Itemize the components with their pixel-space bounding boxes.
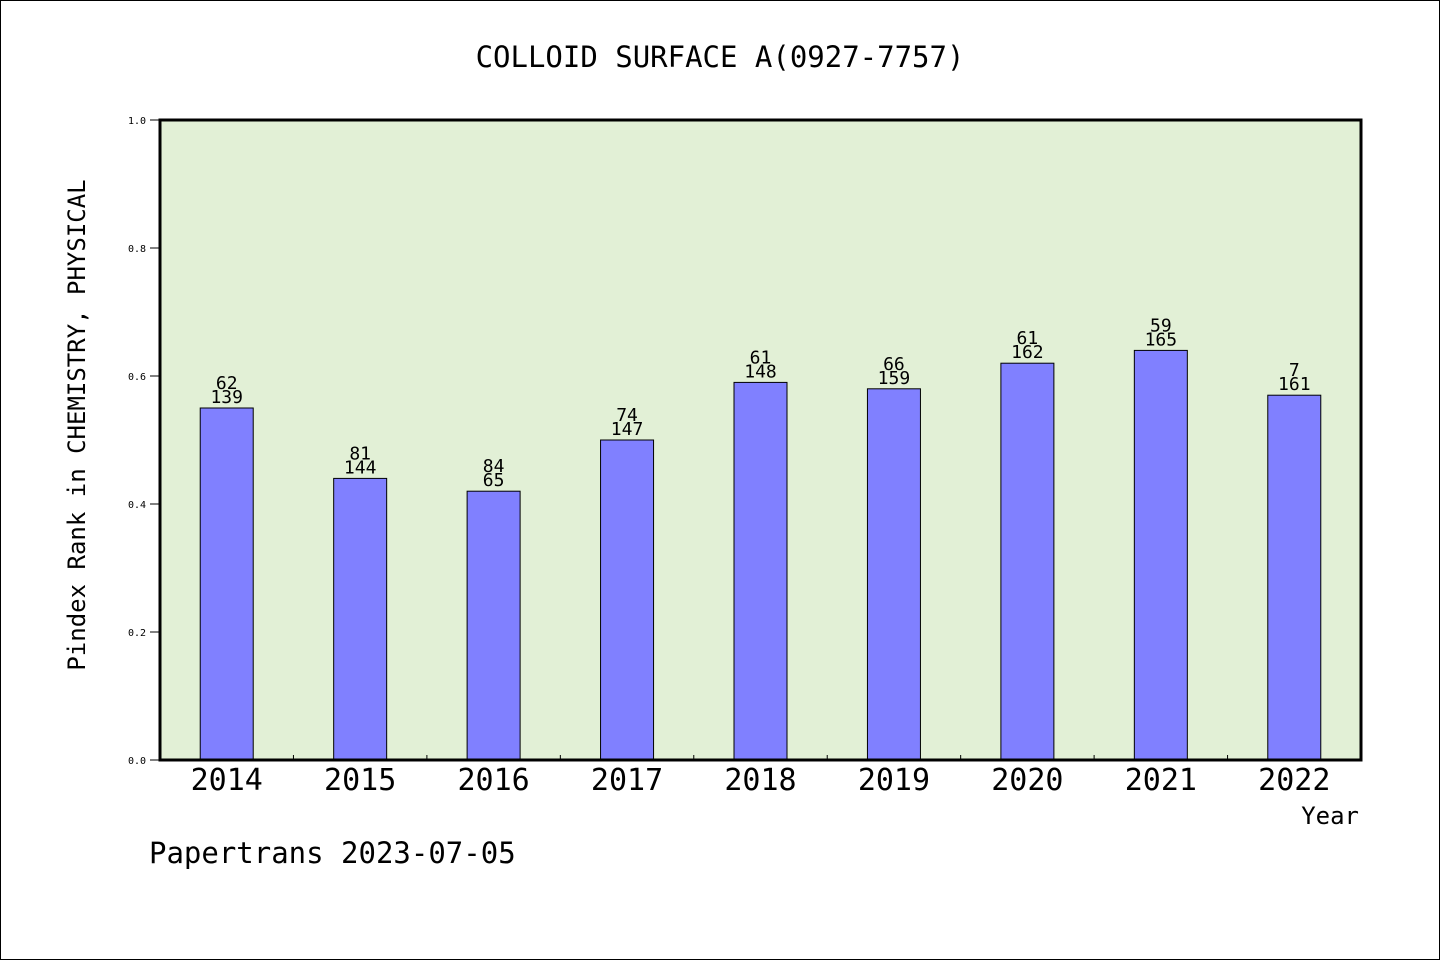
data-label-bottom: 144	[344, 457, 377, 478]
footer-text: Papertrans 2023-07-05	[149, 836, 516, 870]
x-tick-label: 2014	[191, 763, 263, 798]
bar-2016	[466, 490, 521, 761]
x-tick-label: 2015	[324, 763, 396, 798]
bar-2021	[1133, 349, 1188, 761]
y-axis-label: Pindex Rank in CHEMISTRY, PHYSICAL	[63, 179, 91, 670]
bar-2014	[199, 407, 254, 761]
data-label-bottom: 147	[611, 419, 644, 440]
bars-layer	[199, 349, 1322, 761]
data-label-bottom: 159	[878, 368, 911, 389]
y-tick-label: 0.6	[128, 372, 146, 383]
y-tick-label: 0.4	[128, 500, 146, 511]
bar-2017	[600, 439, 655, 761]
y-tick-label: 0.8	[128, 244, 146, 255]
data-label-bottom: 65	[483, 470, 505, 491]
y-tick-label: 1.0	[128, 116, 146, 127]
data-label-top: 7	[1289, 360, 1300, 381]
data-label-bottom: 165	[1145, 329, 1178, 350]
data-label-bottom: 161	[1278, 374, 1311, 395]
data-label-top: 61	[1017, 328, 1039, 349]
x-tick-label: 2018	[724, 763, 796, 798]
x-axis-label: Year	[1301, 802, 1359, 830]
y-axis: 0.0 0.2 0.4 0.6 0.8 1.0	[128, 116, 160, 767]
data-label-top: 59	[1150, 315, 1172, 336]
x-tick-label: 2016	[457, 763, 529, 798]
x-tick-label: 2019	[858, 763, 930, 798]
bar-2015	[333, 477, 388, 761]
data-label-top: 81	[349, 443, 371, 464]
data-label-bottom: 162	[1011, 342, 1044, 363]
y-tick-label: 0.2	[128, 628, 146, 639]
bar-2020	[1000, 362, 1055, 761]
bar-2018	[733, 381, 788, 761]
x-tick-label: 2022	[1258, 763, 1330, 798]
data-label-bottom: 148	[744, 361, 777, 382]
bar-2019	[866, 388, 921, 761]
data-label-top: 62	[216, 373, 238, 394]
x-tick-label: 2017	[591, 763, 663, 798]
chart-title: COLLOID SURFACE A(0927-7757)	[476, 40, 965, 74]
data-label-top: 84	[483, 456, 505, 477]
y-tick-label: 0.0	[128, 756, 146, 767]
bar-2022	[1267, 394, 1322, 761]
x-axis: 2014 2015 2016 2017 2018 2019 2020 2021 2022	[191, 755, 1330, 798]
plot-frame	[158, 118, 1363, 762]
data-label-top: 66	[883, 354, 905, 375]
data-label-bottom: 139	[210, 387, 243, 408]
data-label-top: 74	[616, 405, 638, 426]
x-tick-label: 2021	[1125, 763, 1197, 798]
data-label-top: 61	[750, 347, 772, 368]
x-tick-label: 2020	[991, 763, 1063, 798]
